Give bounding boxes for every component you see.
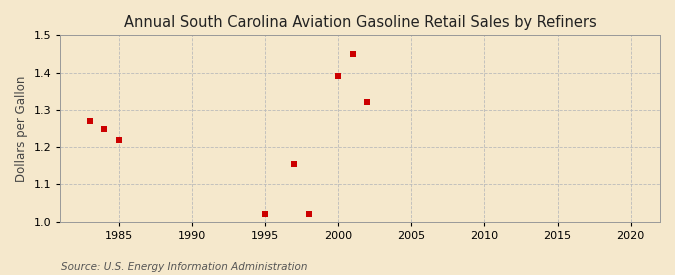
Point — [113, 138, 124, 142]
Point — [99, 126, 109, 131]
Point — [260, 212, 271, 216]
Point — [362, 100, 373, 104]
Title: Annual South Carolina Aviation Gasoline Retail Sales by Refiners: Annual South Carolina Aviation Gasoline … — [124, 15, 597, 30]
Y-axis label: Dollars per Gallon: Dollars per Gallon — [15, 75, 28, 182]
Point — [348, 52, 358, 56]
Point — [289, 162, 300, 166]
Point — [333, 74, 344, 79]
Point — [84, 119, 95, 123]
Text: Source: U.S. Energy Information Administration: Source: U.S. Energy Information Administ… — [61, 262, 307, 272]
Point — [304, 212, 315, 216]
